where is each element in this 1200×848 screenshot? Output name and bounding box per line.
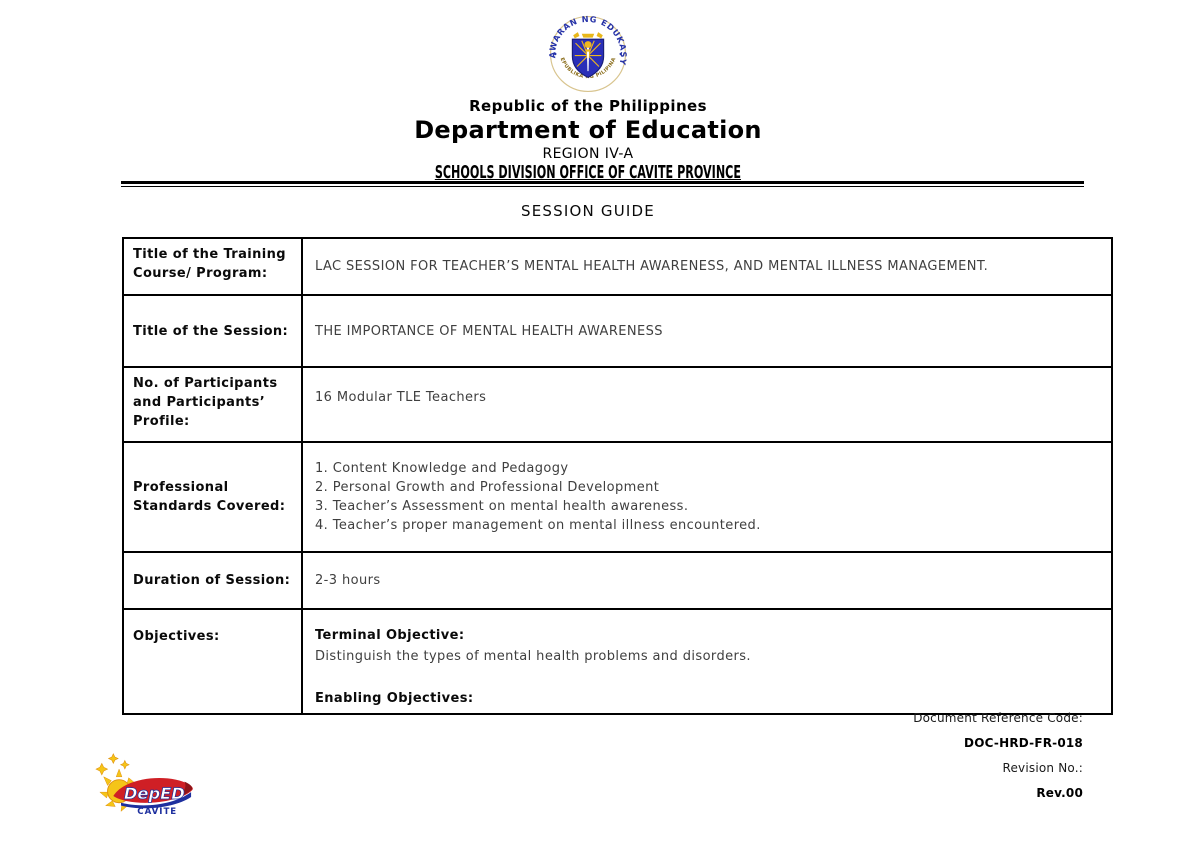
standards-item-3: 3. Teacher’s Assessment on mental health… — [315, 499, 689, 514]
deped-cavite-logo: DepED CAVITE — [92, 748, 198, 820]
deped-seal-logo: KAGAWARAN NG EDUKASYON REPUBLIKA NG PILI… — [545, 7, 628, 94]
header-division-text: SCHOOLS DIVISION OFFICE OF CAVITE PROVIN… — [434, 162, 742, 183]
revision-value: Rev.00 — [1036, 786, 1083, 800]
row-label-cell: Professional Standards Covered: — [122, 441, 303, 553]
row-value-cell: 1. Content Knowledge and Pedagogy 2. Per… — [301, 441, 1113, 553]
row-label-cell: Objectives: — [122, 608, 303, 715]
cavite-logo-main-text: DepED — [124, 784, 185, 803]
table-row-professional-standards: Professional Standards Covered: 1. Conte… — [122, 441, 1113, 553]
session-guide-table: Title of the Training Course/ Program: L… — [122, 237, 1113, 715]
cavite-logo-sub-text: CAVITE — [137, 807, 177, 817]
row-value-cell: THE IMPORTANCE OF MENTAL HEALTH AWARENES… — [301, 294, 1113, 368]
row-label-cell: Title of the Session: — [122, 294, 303, 368]
document-reference-block: Document Reference Code: DOC-HRD-FR-018 … — [783, 706, 1083, 806]
row-value-text: THE IMPORTANCE OF MENTAL HEALTH AWARENES… — [315, 323, 663, 339]
row-value-cell: 16 Modular TLE Teachers — [301, 366, 1113, 443]
standards-item-2: 2. Personal Growth and Professional Deve… — [315, 480, 660, 495]
reference-code-value: DOC-HRD-FR-018 — [964, 736, 1083, 750]
reference-code-label: Document Reference Code: — [913, 711, 1083, 725]
terminal-objective-body: Distinguish the types of mental health p… — [315, 649, 751, 664]
revision-label: Revision No.: — [1002, 761, 1083, 775]
header-divider-thick — [121, 181, 1084, 184]
deped-seal-icon: KAGAWARAN NG EDUKASYON REPUBLIKA NG PILI… — [545, 7, 628, 93]
header-region-line: REGION IV-A — [542, 146, 634, 162]
deped-cavite-icon: DepED CAVITE — [95, 753, 193, 817]
table-row-participants: No. of Participants and Participants’ Pr… — [122, 366, 1113, 443]
row-value-text: 2-3 hours — [315, 573, 381, 588]
blank-line — [315, 667, 1101, 688]
standards-item-1: 1. Content Knowledge and Pedagogy — [315, 461, 569, 476]
header-republic-line: Republic of the Philippines — [469, 97, 707, 115]
row-label-cell: Title of the Training Course/ Program: — [122, 237, 303, 296]
standards-item-4: 4. Teacher’s proper management on mental… — [315, 518, 761, 533]
header-divider-thin — [121, 186, 1084, 187]
row-label-cell: Duration of Session: — [122, 551, 303, 610]
table-row-objectives: Objectives: Terminal Objective: Distingu… — [122, 608, 1113, 715]
table-row-training-course: Title of the Training Course/ Program: L… — [122, 237, 1113, 296]
table-row-duration: Duration of Session: 2-3 hours — [122, 551, 1113, 610]
terminal-objective-heading: Terminal Objective: — [315, 628, 465, 643]
header-department-line: Department of Education — [414, 116, 762, 144]
enabling-objectives-heading: Enabling Objectives: — [315, 691, 474, 706]
row-value-text: LAC SESSION FOR TEACHER’S MENTAL HEALTH … — [315, 259, 989, 274]
header-division-line: SCHOOLS DIVISION OFFICE OF CAVITE PROVIN… — [0, 162, 1176, 183]
row-value-cell: Terminal Objective: Distinguish the type… — [301, 608, 1113, 715]
row-label-cell: No. of Participants and Participants’ Pr… — [122, 366, 303, 443]
row-value-text: 16 Modular TLE Teachers — [315, 390, 487, 405]
page-title: SESSION GUIDE — [521, 202, 655, 220]
row-value-cell: 2-3 hours — [301, 551, 1113, 610]
table-row-session-title: Title of the Session: THE IMPORTANCE OF … — [122, 294, 1113, 368]
row-value-cell: LAC SESSION FOR TEACHER’S MENTAL HEALTH … — [301, 237, 1113, 296]
